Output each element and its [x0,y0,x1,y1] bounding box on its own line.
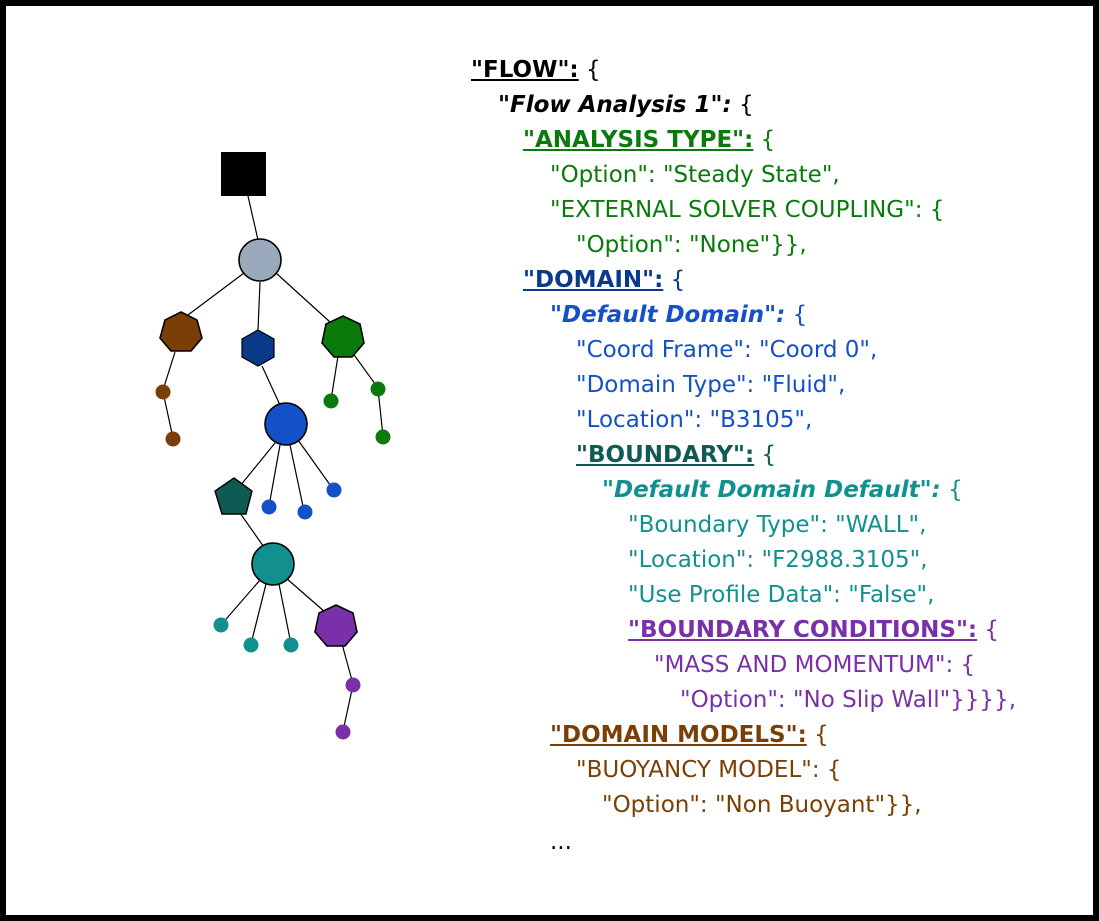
code-line-boundary-type: "Boundary Type": "WALL", [628,512,927,538]
default-domain-leaf-node [297,504,313,520]
edge-boundary-defaultboundary [239,512,267,551]
bc-key: "BOUNDARY CONDITIONS": [628,617,978,643]
code-line-boundary: "BOUNDARY": { [576,441,776,469]
default-boundary-leaf-node [283,637,299,653]
default-domain-open: { [785,302,808,328]
default-domain-leaf-node [261,499,277,515]
default-boundary-key: "Default Domain Default": [602,477,941,503]
domain-models-heptagon-node [321,315,365,358]
edge-leaf1-leaf2 [162,391,174,439]
code-line-analysis-type: "ANALYSIS TYPE": { [523,126,775,154]
analysis-type-leaf-node [155,384,171,400]
edge-defaultboundary-leaf3 [278,583,292,645]
edge-analysis-domainmodels [275,272,331,323]
code-line-analysis: "Flow Analysis 1": { [498,91,754,119]
code-line-option-nonbuoyant: "Option": "Non Buoyant"}}, [602,792,922,818]
code-line-buoyancy: "BUOYANCY MODEL": { [576,757,842,783]
domain-models-open: { [806,722,829,748]
default-boundary-leaf-node [243,637,259,653]
edge-domainmodels-leaf1 [330,355,339,401]
analysis-type-leaf-node [165,431,181,447]
code-line-domain-type: "Domain Type": "Fluid", [576,372,846,398]
code-line-location-boundary: "Location": "F2988.3105", [628,547,928,573]
boundary-conditions-leaf-node [345,677,361,693]
edge-dm-leaf2-leaf3 [377,388,384,437]
analysis-circle-node [238,238,282,282]
code-line-default-domain: "Default Domain": { [550,301,807,329]
edge-bc-leaf1 [341,643,354,685]
default-domain-leaf-node [326,482,342,498]
domain-key: "DOMAIN": [523,267,664,293]
default-domain-circle-node [264,402,308,446]
code-line-option-steady: "Option": "Steady State", [550,162,840,188]
code-line-ext-solver: "EXTERNAL SOLVER COUPLING": { [550,197,945,223]
code-line-domain: "DOMAIN": { [523,266,685,294]
edge-defaultdomain-boundary [239,442,276,487]
edge-defaultdomain-leaf3 [297,439,334,490]
code-line-location-domain: "Location": "B3105", [576,407,813,433]
edge-defaultdomain-leaf1 [268,444,281,507]
domain-open: { [663,267,686,293]
analysis-key: "Flow Analysis 1": [498,92,732,118]
flow-key: "FLOW": [471,57,579,83]
default-boundary-open: { [940,477,963,503]
edge-defaultdomain-leaf2 [289,444,305,512]
root-square-node [221,152,266,196]
code-line-domain-models: "DOMAIN MODELS": { [550,721,829,749]
edge-analysistype-leaf1 [162,351,176,391]
boundary-open: { [754,442,777,468]
domain-models-leaf-node [370,381,386,397]
edge-defaultboundary-leaf2 [250,583,267,645]
boundary-pentagon-node [214,477,253,515]
code-line-ellipsis: ... [550,829,572,855]
flow-open: { [578,57,601,83]
edge-bc-leaf2 [342,684,354,732]
edge-root-analysis [247,195,259,241]
domain-hexagon-node [241,329,275,367]
analysis-type-open: { [753,127,776,153]
code-line-flow: "FLOW": { [471,56,601,84]
code-line-default-boundary: "Default Domain Default": { [602,476,963,504]
edge-domain-defaultdomain [261,365,281,406]
default-domain-key: "Default Domain": [550,302,786,328]
analysis-open: { [731,92,754,118]
edge-analysis-analysistype [183,272,245,319]
default-boundary-leaf-node [213,617,229,633]
analysis-type-key: "ANALYSIS TYPE": [523,127,754,153]
code-line-option-none: "Option": "None"}}, [576,232,807,258]
domain-models-leaf-node [375,429,391,445]
code-line-bc: "BOUNDARY CONDITIONS": { [628,616,999,644]
code-line-coord-frame: "Coord Frame": "Coord 0", [576,337,878,363]
analysis-type-heptagon-node [159,311,203,352]
edge-defaultboundary-leaf1 [220,579,261,626]
code-line-use-profile: "Use Profile Data": "False", [628,582,935,608]
boundary-conditions-heptagon-node [314,604,358,647]
default-boundary-circle-node [251,542,295,586]
domain-models-key: "DOMAIN MODELS": [550,722,807,748]
bc-open: { [977,617,1000,643]
boundary-key: "BOUNDARY": [576,442,755,468]
domain-models-leaf-node [323,393,339,409]
code-line-option-noslip: "Option": "No Slip Wall"}}}}, [680,687,1017,713]
edge-defaultboundary-bc [285,577,326,613]
boundary-conditions-leaf-node [335,724,351,740]
code-line-mass-momentum: "MASS AND MOMENTUM": { [654,652,976,678]
edge-domainmodels-leaf2 [351,351,379,389]
edge-analysis-domain [257,281,261,331]
